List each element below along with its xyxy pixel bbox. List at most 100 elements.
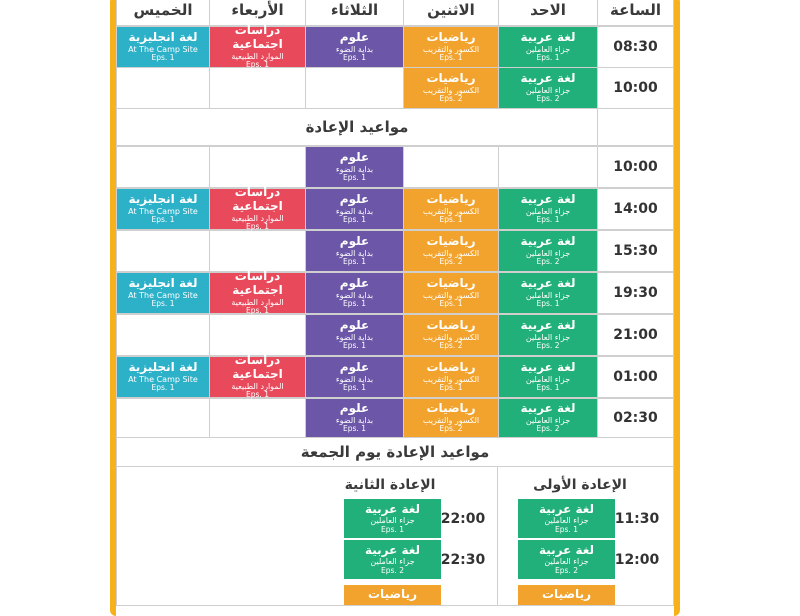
lesson-science[interactable]: علوم بداية الضوء Eps. 1 <box>306 231 403 271</box>
lesson-episode: Eps. 2 <box>555 567 578 576</box>
lesson-episode: Eps. 1 <box>343 342 366 351</box>
lesson-math[interactable]: رياضيات الكسور والتقريب Eps. 2 <box>404 399 498 437</box>
lesson-math[interactable]: رياضيات <box>518 585 615 605</box>
lesson-title: رياضيات <box>427 72 476 86</box>
lesson-arabic[interactable]: لغة عربية جزاء العاملين Eps. 2 <box>499 68 597 108</box>
lesson-episode: Eps. 1 <box>152 216 175 225</box>
grid-cell <box>116 230 210 272</box>
lesson-arabic[interactable]: لغة عربية جزاء العاملين Eps. 2 <box>499 231 597 271</box>
lesson-arabic[interactable]: لغة عربية جزاء العاملين Eps. 1 <box>518 499 615 538</box>
grid-cell <box>597 108 674 146</box>
lesson-english[interactable]: لغة انجليزية At The Camp Site Eps. 1 <box>117 273 209 313</box>
lesson-episode: Eps. 1 <box>440 300 463 309</box>
grid-cell <box>403 146 499 188</box>
lesson-social[interactable]: دراسات اجتماعية الموارد الطبيعية Eps. 1 <box>210 357 305 397</box>
lesson-title: رياضيات <box>427 319 476 333</box>
time-slot: 15:30 <box>597 230 674 272</box>
second-replay-time: 22:30 <box>438 549 488 571</box>
lesson-title: رياضيات <box>427 31 476 45</box>
lesson-social[interactable]: دراسات اجتماعية الموارد الطبيعية Eps. 1 <box>210 273 305 313</box>
lesson-arabic[interactable]: لغة عربية جزاء العاملين Eps. 1 <box>499 357 597 397</box>
header-label: الساعة <box>610 1 661 19</box>
lesson-episode: Eps. 1 <box>152 300 175 309</box>
lesson-science[interactable]: علوم بداية الضوء Eps. 1 <box>306 315 403 355</box>
lesson-english[interactable]: لغة انجليزية At The Camp Site Eps. 1 <box>117 27 209 67</box>
lesson-title: لغة انجليزية <box>128 31 197 45</box>
lesson-math[interactable]: رياضيات الكسور والتقريب Eps. 2 <box>404 315 498 355</box>
lesson-math[interactable]: رياضيات الكسور والتقريب Eps. 1 <box>404 273 498 313</box>
grid-cell <box>209 146 306 188</box>
first-replay-title: الإعادة الأولى <box>520 474 640 496</box>
lesson-episode: Eps. 1 <box>246 391 269 400</box>
lesson-title: دراسات اجتماعية <box>210 354 305 382</box>
lesson-math[interactable]: رياضيات <box>344 585 441 605</box>
lesson-title: لغة عربية <box>520 193 575 207</box>
lesson-math[interactable]: رياضيات الكسور والتقريب Eps. 1 <box>404 357 498 397</box>
lesson-science[interactable]: علوم بداية الضوء Eps. 1 <box>306 27 403 67</box>
lesson-english[interactable]: لغة انجليزية At The Camp Site Eps. 1 <box>117 189 209 229</box>
lesson-title: لغة انجليزية <box>128 193 197 207</box>
lesson-episode: Eps. 1 <box>343 425 366 434</box>
lesson-arabic[interactable]: لغة عربية جزاء العاملين Eps. 1 <box>499 27 597 67</box>
lesson-episode: Eps. 2 <box>440 425 463 434</box>
lesson-science[interactable]: علوم بداية الضوء Eps. 1 <box>306 273 403 313</box>
header-thursday: الخميس <box>116 0 210 26</box>
lesson-arabic[interactable]: لغة عربية جزاء العاملين Eps. 2 <box>344 540 441 579</box>
lesson-title: لغة انجليزية <box>128 361 197 375</box>
lesson-english[interactable]: لغة انجليزية At The Camp Site Eps. 1 <box>117 357 209 397</box>
lesson-science[interactable]: علوم بداية الضوء Eps. 1 <box>306 189 403 229</box>
lesson-episode: Eps. 1 <box>246 307 269 316</box>
lesson-episode: Eps. 1 <box>152 54 175 63</box>
lesson-title: لغة انجليزية <box>128 277 197 291</box>
header-time: الساعة <box>597 0 674 26</box>
lesson-arabic[interactable]: لغة عربية جزاء العاملين Eps. 1 <box>499 189 597 229</box>
grid-cell <box>116 314 210 356</box>
lesson-episode: Eps. 1 <box>440 216 463 225</box>
lesson-title: لغة عربية <box>365 503 420 517</box>
lesson-math[interactable]: رياضيات الكسور والتقريب Eps. 2 <box>404 68 498 108</box>
header-label: الاثنين <box>427 1 475 19</box>
lesson-math[interactable]: رياضيات الكسور والتقريب Eps. 1 <box>404 27 498 67</box>
header-tuesday: الثلاثاء <box>305 0 404 26</box>
lesson-title: رياضيات <box>427 277 476 291</box>
lesson-social[interactable]: دراسات اجتماعية الموارد الطبيعية Eps. 1 <box>210 27 305 67</box>
lesson-arabic[interactable]: لغة عربية جزاء العاملين Eps. 1 <box>499 273 597 313</box>
lesson-title: لغة عربية <box>520 277 575 291</box>
lesson-title: دراسات اجتماعية <box>210 186 305 214</box>
lesson-episode: Eps. 2 <box>440 342 463 351</box>
lesson-math[interactable]: رياضيات الكسور والتقريب Eps. 2 <box>404 231 498 271</box>
lesson-title: علوم <box>340 151 369 165</box>
lesson-social[interactable]: دراسات اجتماعية الموارد الطبيعية Eps. 1 <box>210 189 305 229</box>
lesson-episode: Eps. 1 <box>440 54 463 63</box>
lesson-science[interactable]: علوم بداية الضوء Eps. 1 <box>306 147 403 187</box>
first-replay-time: 11:30 <box>612 508 662 530</box>
grid-cell <box>209 398 306 438</box>
header-label: الأربعاء <box>231 1 283 19</box>
lesson-title: لغة عربية <box>365 544 420 558</box>
lesson-arabic[interactable]: لغة عربية جزاء العاملين Eps. 2 <box>518 540 615 579</box>
lesson-arabic[interactable]: لغة عربية جزاء العاملين Eps. 2 <box>499 315 597 355</box>
lesson-science[interactable]: علوم بداية الضوء Eps. 1 <box>306 399 403 437</box>
header-label: الثلاثاء <box>331 1 378 19</box>
header-label: الخميس <box>134 1 193 19</box>
grid-cell <box>498 146 598 188</box>
first-replay-time: 12:00 <box>612 549 662 571</box>
lesson-episode: Eps. 2 <box>440 95 463 104</box>
time-slot: 21:00 <box>597 314 674 356</box>
lesson-title: علوم <box>340 235 369 249</box>
grid-cell <box>116 67 210 109</box>
lesson-arabic[interactable]: لغة عربية جزاء العاملين Eps. 1 <box>344 499 441 538</box>
lesson-title: علوم <box>340 277 369 291</box>
friday-band: مواعيد الإعادة يوم الجمعة <box>116 437 674 467</box>
lesson-episode: Eps. 2 <box>537 95 560 104</box>
lesson-math[interactable]: رياضيات الكسور والتقريب Eps. 1 <box>404 189 498 229</box>
time-slot: 14:00 <box>597 188 674 230</box>
lesson-arabic[interactable]: لغة عربية جزاء العاملين Eps. 2 <box>499 399 597 437</box>
grid-cell <box>116 146 210 188</box>
second-replay-title: الإعادة الثانية <box>330 474 450 496</box>
lesson-science[interactable]: علوم بداية الضوء Eps. 1 <box>306 357 403 397</box>
time-slot: 08:30 <box>597 26 674 68</box>
lesson-episode: Eps. 1 <box>343 258 366 267</box>
lesson-episode: Eps. 1 <box>537 54 560 63</box>
grid-cell <box>116 398 210 438</box>
